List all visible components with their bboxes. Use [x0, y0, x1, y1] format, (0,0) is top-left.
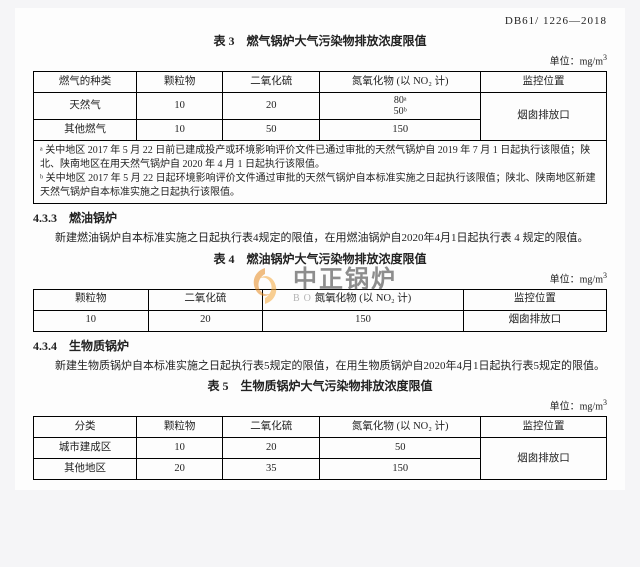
- col-header: 监控位置: [480, 71, 606, 92]
- col-header: 氮氧化物 (以 NO₂ 计): [320, 417, 480, 438]
- section-paragraph: 新建燃油锅炉自本标准实施之日起执行表4规定的限值，在用燃油锅炉自2020年4月1…: [33, 230, 607, 247]
- cell-monitor: 烟囱排放口: [463, 310, 606, 331]
- cell-nox: 50: [320, 438, 480, 459]
- table3-unit: 单位：mg/m3: [33, 53, 607, 69]
- col-header: 监控位置: [463, 289, 606, 310]
- cell-pm: 10: [137, 438, 223, 459]
- table-row: 10 20 150 烟囱排放口: [34, 310, 607, 331]
- document-id: DB61/ 1226—2018: [33, 14, 607, 29]
- col-header: 氮氧化物 (以 NO₂ 计): [263, 289, 464, 310]
- cell-pm: 10: [34, 310, 149, 331]
- table-row: 颗粒物 二氧化硫 氮氧化物 (以 NO₂ 计) 监控位置: [34, 289, 607, 310]
- col-header: 颗粒物: [137, 417, 223, 438]
- table3: 燃气的种类 颗粒物 二氧化硫 氮氧化物 (以 NO₂ 计) 监控位置 天然气 1…: [33, 71, 607, 204]
- col-header: 二氧化硫: [223, 417, 320, 438]
- col-header: 颗粒物: [34, 289, 149, 310]
- col-header: 二氧化硫: [148, 289, 263, 310]
- table-row: 燃气的种类 颗粒物 二氧化硫 氮氧化物 (以 NO₂ 计) 监控位置: [34, 71, 607, 92]
- col-header: 监控位置: [480, 417, 606, 438]
- cell-pm: 10: [137, 119, 223, 140]
- cell-so2: 50: [223, 119, 320, 140]
- table4-unit: 单位：mg/m3: [33, 271, 607, 287]
- table3-title: 表 3 燃气锅炉大气污染物排放浓度限值: [33, 33, 607, 49]
- cell-name: 城市建成区: [34, 438, 137, 459]
- col-header: 颗粒物: [137, 71, 223, 92]
- col-header: 氮氧化物 (以 NO₂ 计): [320, 71, 480, 92]
- section-paragraph: 新建生物质锅炉自本标准实施之日起执行表5规定的限值，在用生物质锅炉自2020年4…: [33, 358, 607, 375]
- table5: 分类 颗粒物 二氧化硫 氮氧化物 (以 NO₂ 计) 监控位置 城市建成区 10…: [33, 416, 607, 480]
- table-row: 分类 颗粒物 二氧化硫 氮氧化物 (以 NO₂ 计) 监控位置: [34, 417, 607, 438]
- cell-nox: 150: [263, 310, 464, 331]
- section-heading-433: 4.3.3 燃油锅炉: [33, 210, 607, 226]
- cell-name: 其他燃气: [34, 119, 137, 140]
- cell-pm: 10: [137, 92, 223, 119]
- table4-title: 表 4 燃油锅炉大气污染物排放浓度限值: [33, 251, 607, 267]
- section-heading-434: 4.3.4 生物质锅炉: [33, 338, 607, 354]
- table-note-row: ᵃ 关中地区 2017 年 5 月 22 日前已建成投产或环境影响评价文件已通过…: [34, 140, 607, 203]
- col-header: 分类: [34, 417, 137, 438]
- note-cell: ᵃ 关中地区 2017 年 5 月 22 日前已建成投产或环境影响评价文件已通过…: [34, 140, 607, 203]
- cell-pm: 20: [137, 459, 223, 480]
- cell-nox: 80ᵃ50ᵇ: [320, 92, 480, 119]
- col-header: 二氧化硫: [223, 71, 320, 92]
- table-row: 天然气 10 20 80ᵃ50ᵇ 烟囱排放口: [34, 92, 607, 119]
- cell-so2: 35: [223, 459, 320, 480]
- document-page: DB61/ 1226—2018 表 3 燃气锅炉大气污染物排放浓度限值 单位：m…: [15, 8, 625, 490]
- cell-monitor: 烟囱排放口: [480, 92, 606, 140]
- table-row: 城市建成区 10 20 50 烟囱排放口: [34, 438, 607, 459]
- table4: 颗粒物 二氧化硫 氮氧化物 (以 NO₂ 计) 监控位置 10 20 150 烟…: [33, 289, 607, 332]
- cell-nox: 150: [320, 119, 480, 140]
- col-header: 燃气的种类: [34, 71, 137, 92]
- table5-unit: 单位：mg/m3: [33, 398, 607, 414]
- cell-monitor: 烟囱排放口: [480, 438, 606, 480]
- table5-title: 表 5 生物质锅炉大气污染物排放浓度限值: [33, 378, 607, 394]
- cell-nox: 150: [320, 459, 480, 480]
- cell-so2: 20: [223, 438, 320, 459]
- cell-name: 天然气: [34, 92, 137, 119]
- cell-so2: 20: [148, 310, 263, 331]
- cell-so2: 20: [223, 92, 320, 119]
- cell-name: 其他地区: [34, 459, 137, 480]
